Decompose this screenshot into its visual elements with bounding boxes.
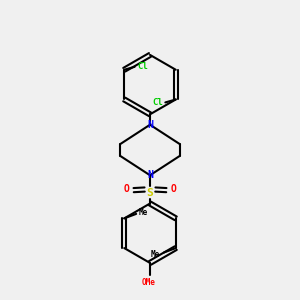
Text: S: S <box>147 188 153 198</box>
Text: N: N <box>147 120 153 130</box>
Text: O: O <box>123 184 129 194</box>
Text: Me: Me <box>139 208 148 217</box>
Text: Cl: Cl <box>152 98 163 107</box>
Text: OMe: OMe <box>142 278 155 287</box>
Text: Me: Me <box>150 250 160 259</box>
Text: Cl: Cl <box>137 62 148 71</box>
Text: N: N <box>147 170 153 180</box>
Text: O: O <box>171 184 177 194</box>
